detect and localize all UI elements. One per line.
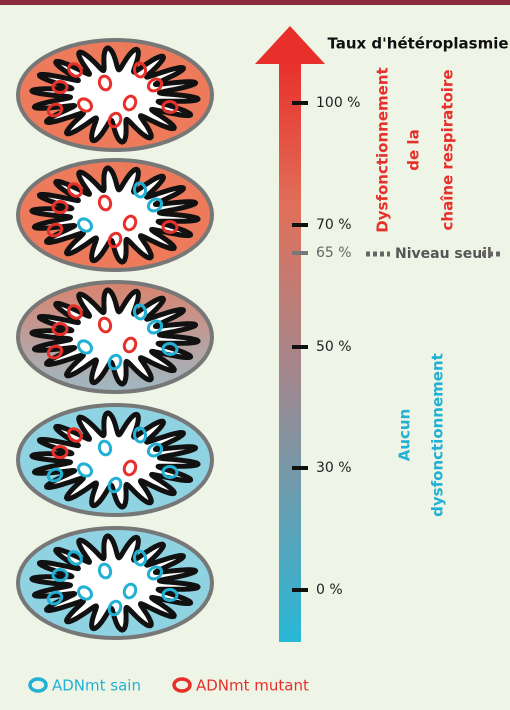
inner-membrane [29,287,201,387]
scale-label: 0 % [316,582,343,598]
inner-membrane [29,165,201,265]
dna-loop [97,562,113,580]
legend-label: ADNmt sain [52,677,141,695]
dna-loop [51,322,69,336]
dna-loop [122,582,138,600]
legend-label: ADNmt mutant [196,677,309,695]
dna-loop [77,585,93,601]
dna-loop [132,426,148,444]
legend-icon [28,677,48,693]
dna-loop [161,464,179,480]
dna-loop [67,304,83,320]
dna-loop [46,344,64,360]
dna-loop [161,341,179,357]
scale-label: 100 % [316,95,360,111]
inner-membrane [29,45,201,145]
dna-loop [67,182,83,198]
arrow-head [255,26,325,64]
dna-loop [132,61,148,79]
dna-loop [46,590,64,606]
dna-loop [77,97,93,113]
dna-loop [46,222,64,238]
scale-label: 50 % [316,339,352,355]
scale-label: 65 % [316,245,352,261]
dna-loop [107,353,123,371]
dna-loop [161,219,179,235]
dna-loop [97,439,113,457]
dna-loop [97,316,113,334]
top-bar [0,0,510,5]
dna-loop [77,339,93,355]
dna-loop [132,303,148,321]
dna-loop [122,214,138,232]
dna-loop [51,568,69,582]
legend-icon [172,677,192,693]
title: Taux d'hétéroplasmie [327,35,508,53]
dna-loop [97,194,113,212]
dna-loop [146,565,164,581]
dna-loop [67,62,83,78]
dna-loop [51,445,69,459]
upper-label: de la [405,129,423,170]
dna-loop [51,80,69,94]
dna-loop [107,476,123,494]
dna-loop [67,550,83,566]
dna-loop [161,587,179,603]
inner-membrane [29,533,201,633]
dna-loop [107,231,123,249]
lower-label: dysfonctionnement [429,353,447,517]
dna-loop [146,442,164,458]
dna-loop [146,197,164,213]
scale-label: 30 % [316,460,352,476]
dna-loop [107,599,123,617]
lower-label: Aucun [396,409,414,462]
inner-membrane [29,410,201,510]
upper-label: chaîne respiratoire [439,70,457,231]
dna-loop [122,94,138,112]
upper-label: Dysfonctionnement [374,67,392,232]
arrow-shaft [279,62,301,642]
scale-label: 70 % [316,217,352,233]
dna-loop [46,467,64,483]
dna-loop [146,77,164,93]
dna-loop [97,74,113,92]
dna-loop [122,459,138,477]
dna-loop [77,462,93,478]
threshold-label: Niveau seuil [395,246,492,262]
dna-loop [132,549,148,567]
dna-loop [46,102,64,118]
dna-loop [67,427,83,443]
dna-loop [51,200,69,214]
dna-loop [132,181,148,199]
dna-loop [122,336,138,354]
dna-loop [77,217,93,233]
dna-loop [107,111,123,129]
dna-loop [146,319,164,335]
dna-loop [161,99,179,115]
